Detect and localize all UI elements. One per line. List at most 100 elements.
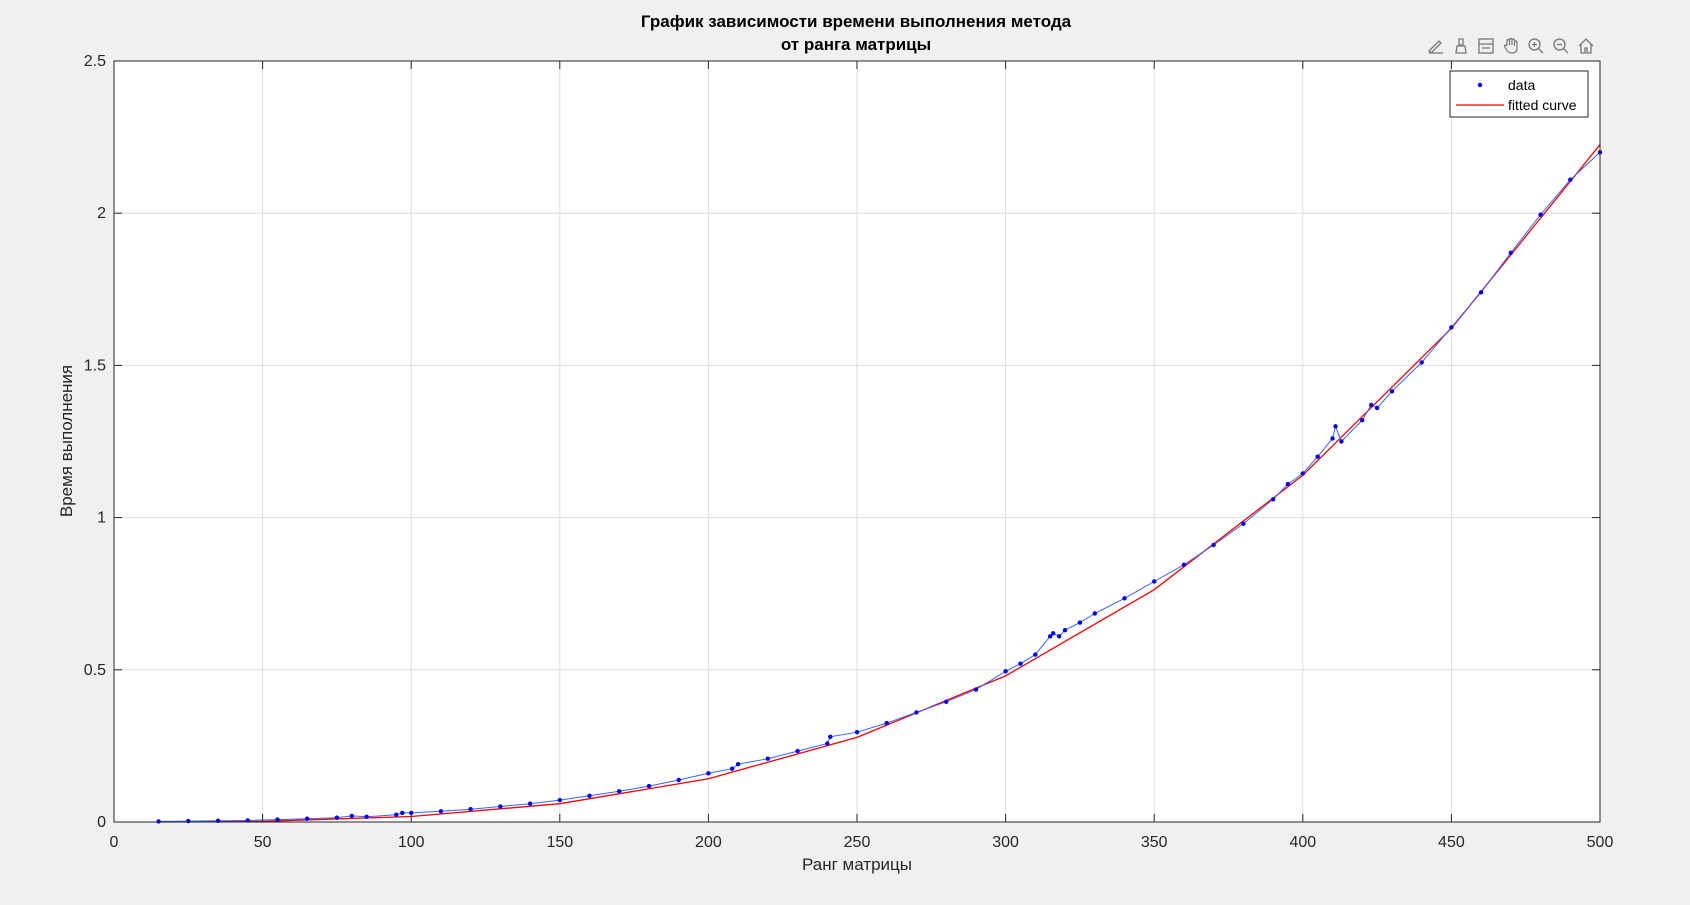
data-point: [1241, 521, 1246, 526]
data-point: [527, 801, 533, 806]
legend-toggle-icon: [1477, 38, 1494, 54]
zoom-in-button[interactable]: [1524, 35, 1547, 58]
data-point: [400, 810, 405, 816]
x-tick-label: 250: [844, 834, 871, 851]
data-point: [498, 804, 503, 809]
brush-edit-icon: [1427, 40, 1443, 54]
x-tick-label: 450: [1438, 834, 1465, 851]
chart-title-line-2: от ранга матрицы: [781, 35, 931, 54]
data-point: [795, 748, 800, 754]
data-point: [1003, 669, 1008, 674]
x-axis-label: Ранг матрицы: [802, 855, 912, 874]
y-tick-label: 2: [97, 205, 106, 222]
x-tick-label: 0: [110, 834, 119, 851]
home-button[interactable]: [1574, 35, 1597, 58]
data-point: [973, 687, 979, 692]
data-point: [1330, 436, 1335, 441]
data-point: [1374, 405, 1380, 411]
x-tick-label: 300: [992, 834, 1019, 851]
legend-box: [1449, 70, 1589, 118]
data-point: [730, 766, 735, 771]
data-point: [409, 810, 414, 816]
y-tick-label: 1.5: [84, 357, 106, 374]
data-point: [765, 756, 770, 761]
y-tick-label: 2.5: [84, 53, 106, 70]
data-point: [676, 777, 681, 783]
data-point: [1419, 360, 1424, 365]
x-tick-label: 500: [1587, 834, 1614, 851]
legend-data-marker: [1477, 82, 1483, 88]
x-tick-label: 100: [398, 834, 425, 851]
data-point: [1538, 212, 1543, 217]
data-point: [1077, 620, 1083, 625]
pan-icon: [1503, 37, 1518, 54]
data-point: [1048, 634, 1053, 639]
x-tick-label: 200: [695, 834, 722, 851]
data-point: [1315, 454, 1320, 459]
y-axis-label: Время выполнения: [57, 365, 76, 517]
grid: [114, 61, 1600, 822]
data-point: [914, 710, 919, 715]
data-point: [275, 817, 280, 822]
zoom-in-icon: [1527, 38, 1543, 54]
zoom-out-button[interactable]: [1549, 35, 1572, 58]
data-point: [557, 797, 562, 803]
data-point: [1152, 579, 1157, 584]
data-point: [1508, 250, 1514, 255]
data-point: [1270, 497, 1276, 502]
y-tick-label: 0.5: [84, 662, 106, 679]
data-point: [438, 809, 444, 814]
data-point: [349, 813, 354, 819]
data-point: [854, 730, 860, 735]
data-point: [1333, 424, 1338, 429]
data-point: [1211, 542, 1216, 548]
data-point: [944, 699, 949, 704]
data-point: [828, 734, 833, 739]
data-point: [884, 720, 889, 726]
axes-toolbar: [1424, 34, 1597, 58]
data-point: [334, 815, 340, 820]
x-tick-label: 400: [1289, 834, 1316, 851]
data-point: [364, 814, 369, 819]
x-tick-label: 350: [1141, 834, 1168, 851]
data-point: [1018, 661, 1023, 666]
data-point: [1051, 631, 1056, 636]
data-cursor-icon: [1454, 38, 1467, 54]
data-point: [1389, 389, 1395, 394]
data-point: [1568, 177, 1573, 182]
brush-edit-button[interactable]: [1424, 35, 1447, 58]
data-point: [1360, 418, 1365, 423]
data-point: [1033, 652, 1038, 657]
data-point: [156, 819, 161, 824]
data-point: [1122, 596, 1127, 601]
data-point: [706, 771, 711, 776]
home-icon: [1578, 38, 1593, 54]
data-point: [1181, 562, 1187, 567]
data-point: [305, 816, 310, 821]
data-point: [617, 789, 622, 794]
data-point: [186, 818, 191, 824]
data-point: [1062, 628, 1068, 633]
fitted-curve-line: [158, 144, 1601, 823]
data-point: [587, 793, 592, 798]
data-point: [394, 812, 399, 817]
data-point: [735, 762, 741, 767]
data-point: [1300, 471, 1306, 476]
data-point: [1092, 611, 1098, 616]
legend-toggle-button[interactable]: [1474, 35, 1497, 58]
legend-fitted-label: fitted curve: [1508, 97, 1577, 113]
data-point: [1285, 481, 1291, 487]
data-point: [1369, 402, 1374, 408]
x-tick-label: 50: [254, 834, 272, 851]
y-tick-label: 0: [97, 814, 106, 831]
legend[interactable]: data fitted curve: [1449, 70, 1589, 118]
data-point: [825, 741, 830, 746]
data-point: [1449, 325, 1454, 330]
data-point: [1339, 439, 1344, 444]
pan-button[interactable]: [1499, 35, 1522, 58]
data-point: [1478, 290, 1484, 295]
data-cursor-button[interactable]: [1449, 35, 1472, 58]
chart-title-line-1: График зависимости времени выполнения ме…: [641, 12, 1072, 31]
ticks: 0 50 100 150 200 250 300 350 400 450 500 0 0.5 1 1.5 2 2…: [84, 53, 1614, 851]
